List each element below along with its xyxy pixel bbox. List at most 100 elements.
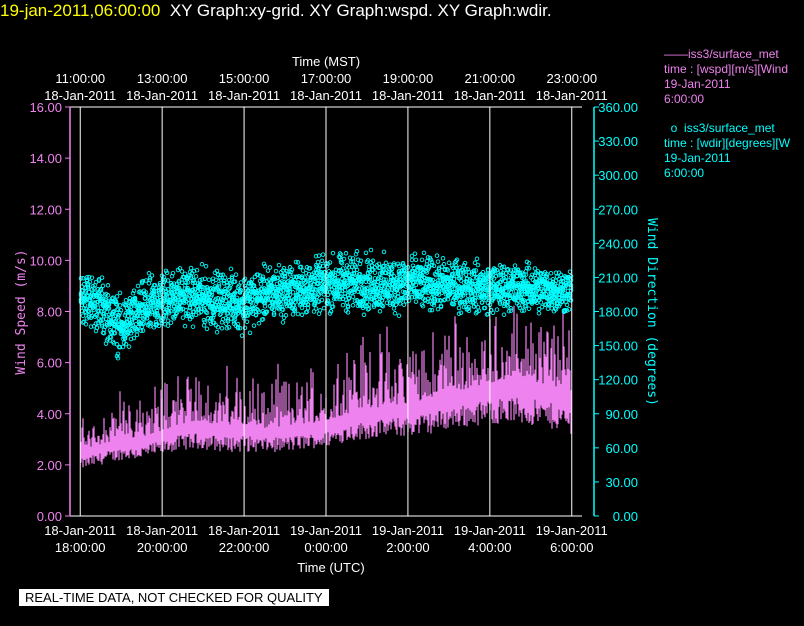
wdir-point [94, 325, 100, 331]
wdir-point [521, 308, 527, 313]
wdir-point [253, 312, 259, 318]
bottom-tick-date: 19-Jan-2011 [290, 523, 362, 538]
left-tick-label: 4.00 [37, 407, 62, 422]
wdir-point [204, 310, 210, 316]
wdir-point [381, 263, 387, 269]
wdir-point [287, 286, 293, 292]
wdir-point [125, 313, 131, 319]
wdir-point [314, 275, 320, 280]
wdir-point [99, 291, 105, 296]
wdir-point [461, 263, 467, 268]
wdir-point [327, 260, 333, 265]
wdir-point [394, 298, 400, 303]
wdir-point [171, 281, 177, 286]
wdir-point [465, 267, 471, 272]
wdir-point [393, 277, 399, 282]
wdir-point [172, 314, 178, 319]
wdir-point [337, 288, 343, 294]
right-tick-label: 300.00 [598, 168, 638, 183]
wdir-point [100, 283, 106, 289]
wdir-point [232, 317, 238, 322]
wdir-point [338, 252, 344, 257]
wdir-point [278, 301, 284, 307]
wdir-point [490, 310, 496, 316]
legend-wspd: ——iss3/surface_met time : [wspd][m/s][Wi… [664, 47, 804, 107]
wdir-point [261, 261, 267, 267]
wdir-point [400, 295, 406, 301]
wdir-point [370, 258, 376, 264]
wdir-point [526, 260, 532, 266]
wdir-point [339, 260, 345, 266]
wdir-point [202, 319, 208, 325]
wdir-point [508, 308, 514, 313]
wdir-point [164, 270, 170, 276]
wdir-point [501, 312, 507, 317]
wdir-point [290, 312, 296, 317]
wdir-point [413, 299, 419, 304]
legend-wdir-marker: o [670, 121, 678, 135]
wdir-point [202, 276, 208, 281]
wdir-point [484, 296, 490, 301]
wdir-point [472, 260, 478, 266]
wdir-point [187, 304, 193, 310]
wdir-point [191, 278, 197, 283]
wdir-point [155, 312, 161, 318]
left-tick-label: 12.00 [29, 202, 62, 217]
wdir-point [536, 306, 542, 312]
wdir-point [168, 320, 174, 325]
bottom-tick-date: 18-Jan-2011 [208, 523, 280, 538]
top-tick-date: 18-Jan-2011 [454, 88, 526, 103]
wdir-point [166, 308, 172, 314]
wdir-point [186, 292, 192, 298]
wdir-point [350, 256, 356, 261]
wdir-point [197, 277, 203, 283]
wdir-point [117, 310, 123, 316]
wdir-point [393, 302, 399, 307]
top-tick-time: 21:00:00 [465, 71, 516, 86]
vertical-grid [79, 107, 573, 516]
wdir-point [410, 263, 416, 268]
wdir-point [505, 299, 511, 305]
right-tick-label: 210.00 [598, 270, 638, 285]
wdir-point [395, 291, 401, 296]
wdir-point [183, 307, 189, 313]
wdir-point [116, 312, 122, 318]
wdir-point [185, 280, 191, 285]
wdir-point [319, 258, 325, 264]
wdir-point [105, 292, 111, 298]
wdir-point [216, 281, 222, 287]
left-tick-label: 6.00 [37, 356, 62, 371]
wdir-point [110, 310, 116, 315]
timestamp: 19-jan-2011,06:00:00 [0, 1, 161, 20]
wdir-point [315, 259, 321, 265]
bottom-tick-time: 2:00:00 [386, 540, 429, 555]
wdir-point [120, 320, 126, 326]
wdir-point [242, 325, 248, 331]
wdir-point [119, 330, 125, 336]
wdir-point [391, 262, 397, 268]
wdir-point [160, 282, 166, 287]
wdir-point [420, 303, 426, 309]
wdir-point [340, 302, 346, 308]
wdir-point [256, 309, 262, 315]
wdir-point [280, 320, 286, 325]
wdir-point [435, 278, 441, 283]
wdir-point [126, 344, 132, 349]
wdir-point [226, 325, 232, 330]
wdir-point [249, 277, 255, 282]
wdir-point [276, 262, 282, 268]
wdir-point [353, 286, 359, 291]
wdir-point [490, 296, 496, 302]
wdir-point [206, 277, 212, 282]
wdir-point [218, 272, 224, 278]
wdir-point [219, 298, 225, 303]
wdir-point [422, 275, 428, 281]
wdir-point [475, 304, 481, 310]
wdir-point [288, 269, 294, 275]
wdir-point [451, 276, 457, 282]
wdir-point [312, 301, 318, 307]
wdir-point [475, 262, 481, 268]
wdir-point [345, 303, 351, 309]
legend-wspd-time: 6:00:00 [664, 92, 705, 106]
wdir-point [158, 287, 164, 292]
